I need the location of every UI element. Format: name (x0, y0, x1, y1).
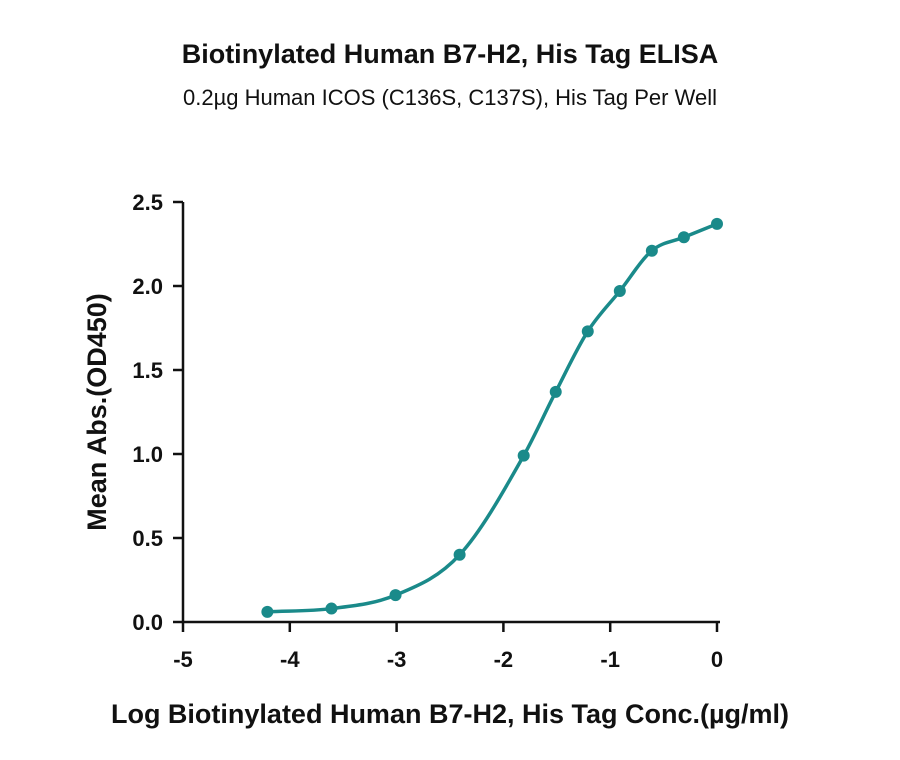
data-point (549, 385, 562, 398)
y-tick-label: 2.5 (132, 190, 163, 215)
y-tick-label: 2.0 (132, 274, 163, 299)
x-axis-title: Log Biotinylated Human B7-H2, His Tag Co… (111, 699, 789, 729)
x-tick-label: -1 (600, 647, 620, 672)
x-tick-label: -3 (387, 647, 407, 672)
x-tick-label: -2 (494, 647, 514, 672)
x-axis-ticks: -5 -4 -3 -2 -1 0 (173, 622, 723, 672)
data-point (711, 217, 723, 230)
y-tick-label: 0.0 (132, 610, 163, 635)
chart-title: Biotinylated Human B7-H2, His Tag ELISA (182, 39, 719, 69)
y-axis-title: Mean Abs.(OD450) (82, 293, 112, 531)
x-tick-label: -5 (173, 647, 193, 672)
data-point (645, 244, 658, 257)
x-tick-label: -4 (280, 647, 300, 672)
y-tick-label: 1.5 (132, 358, 163, 383)
data-point (613, 285, 626, 298)
x-tick-label: 0 (711, 647, 723, 672)
data-point (453, 548, 466, 561)
data-points (261, 217, 723, 618)
data-point (261, 605, 274, 618)
data-point (677, 231, 690, 244)
data-point (325, 602, 338, 615)
y-tick-label: 0.5 (132, 526, 163, 551)
y-axis-ticks: 0.0 0.5 1.0 1.5 2.0 2.5 (132, 190, 183, 635)
data-point (581, 325, 594, 338)
chart-subtitle: 0.2µg Human ICOS (C136S, C137S), His Tag… (183, 85, 717, 110)
axes (181, 202, 720, 624)
fit-curve (267, 222, 718, 614)
data-point (389, 589, 402, 602)
data-point (517, 449, 530, 462)
y-tick-label: 1.0 (132, 442, 163, 467)
